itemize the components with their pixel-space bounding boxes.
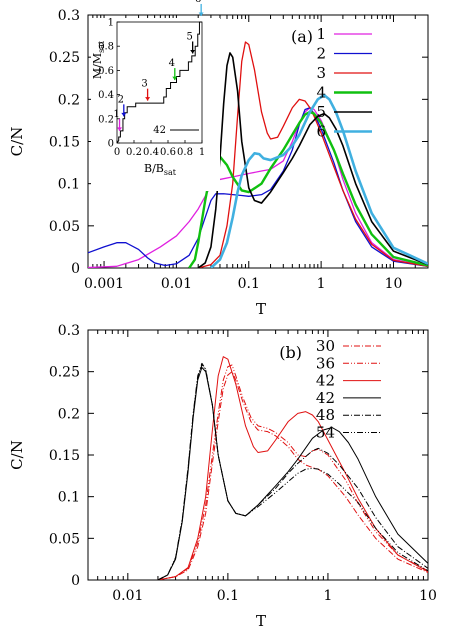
panel-a: 00.050.10.150.20.250.30.001 0.01 0.1 1 10TC/… — [8, 8, 429, 318]
panel-b: 0 0.05 0.1 0.15 0.2 0.25 0.3 0.01 0.1 1 10 T C/N 3036… — [8, 323, 437, 630]
y-tick-label: 0.05 — [49, 219, 80, 235]
x-axis-label: T — [256, 300, 266, 318]
legend-label: 5 — [316, 103, 326, 121]
x-tick-label: 1 — [317, 276, 326, 292]
magnetization-curve — [116, 21, 202, 144]
y-tick-label: 0.1 — [58, 490, 80, 506]
inset-marker-label: 3 — [141, 79, 147, 90]
inset-marker-head — [172, 76, 178, 81]
x-tick-label: 0.01 — [161, 276, 192, 292]
legend-label: 48 — [316, 406, 335, 424]
series-line-36 — [157, 364, 428, 580]
series-line-30 — [157, 371, 428, 580]
legend-label: 3 — [316, 64, 326, 82]
y-tick-label: 0.3 — [58, 8, 80, 24]
series-line-3 — [198, 41, 428, 268]
inset-x-tick-label: 0 — [114, 147, 120, 158]
series-line-5 — [197, 52, 428, 268]
inset-marker-head — [198, 12, 204, 16]
inset-marker-label: 2 — [118, 94, 124, 105]
series-group — [157, 356, 428, 580]
inset-y-axis-label: M/Msat — [91, 40, 106, 79]
inset-marker-head — [145, 97, 151, 101]
inset-frame — [116, 21, 203, 144]
x-tick-label: 0.01 — [112, 588, 143, 604]
series-line-48 — [157, 364, 428, 580]
y-tick-label: 0.3 — [58, 323, 80, 339]
y-axis-label: C/N — [8, 127, 26, 157]
panel-tag: (b) — [279, 343, 302, 362]
series-line-42 — [157, 367, 428, 580]
inset-x-tick-label: 0.4 — [143, 147, 159, 158]
legend-label: 36 — [316, 354, 335, 372]
x-axis-label: T — [256, 612, 266, 630]
series-group — [88, 41, 428, 268]
x-tick-label: 10 — [385, 276, 403, 292]
inset-legend-label: 42 — [153, 125, 166, 136]
inset-marker-label: 4 — [169, 58, 175, 69]
series-line-2 — [88, 107, 428, 267]
series-line-42 — [157, 356, 428, 580]
y-tick-label: 0.15 — [49, 448, 80, 464]
x-tick-label: 0.001 — [84, 276, 124, 292]
panel-tag: (a) — [291, 27, 313, 46]
inset-y-tick-label: 0.6 — [98, 66, 114, 77]
x-tick-label: 1 — [323, 588, 332, 604]
inset-y-tick-label: 0.8 — [98, 42, 114, 53]
legend-label: 42 — [316, 372, 335, 390]
x-tick-label: 0.1 — [238, 276, 260, 292]
y-tick-label: 0.05 — [49, 531, 80, 547]
plot-frame — [87, 329, 429, 581]
inset-y-tick-label: 0.4 — [98, 90, 114, 101]
legend-label: 6 — [316, 123, 326, 141]
y-tick-label: 0 — [71, 573, 80, 589]
series-line-6 — [210, 93, 428, 268]
y-axis-label: C/N — [8, 440, 26, 470]
legend-label: 1 — [316, 25, 326, 43]
inset-marker-label: 5 — [186, 31, 192, 42]
inset-y-tick-label: 1 — [108, 18, 114, 29]
inset-y-tick-label: 0 — [108, 139, 114, 150]
inset-marker-head — [121, 112, 127, 117]
legend-label: 2 — [316, 45, 326, 63]
y-tick-label: 0 — [71, 261, 80, 277]
y-tick-label: 0.2 — [58, 406, 80, 422]
legend-label: 54 — [316, 424, 335, 442]
series-line-54 — [157, 362, 428, 580]
x-tick-label: 0.1 — [217, 588, 239, 604]
inset-plot: 00.20.40.60.8100.20.40.60.8112345642B/Bs… — [91, 0, 220, 191]
inset-x-tick-label: 0.8 — [177, 147, 193, 158]
inset-x-tick-label: 0.6 — [160, 147, 176, 158]
inset-y-tick-label: 0.2 — [98, 114, 114, 125]
inset-marker-label: 1 — [113, 109, 119, 120]
x-tick-label: 10 — [419, 588, 437, 604]
inset-x-tick-label: 1 — [199, 147, 205, 158]
inset-x-axis-label: B/Bsat — [144, 162, 177, 177]
legend-label: 4 — [316, 84, 326, 102]
y-tick-label: 0.25 — [49, 50, 80, 66]
legend-label: 30 — [316, 337, 335, 355]
y-tick-label: 0.2 — [58, 92, 80, 108]
y-tick-label: 0.25 — [49, 365, 80, 381]
inset-marker-head — [190, 49, 196, 54]
inset-x-tick-label: 0.2 — [126, 147, 142, 158]
inset-marker-label: 6 — [195, 0, 201, 5]
inset-marker-head — [117, 127, 123, 131]
y-tick-label: 0.1 — [58, 177, 80, 193]
y-tick-label: 0.15 — [49, 135, 80, 151]
legend-label: 42 — [316, 389, 335, 407]
